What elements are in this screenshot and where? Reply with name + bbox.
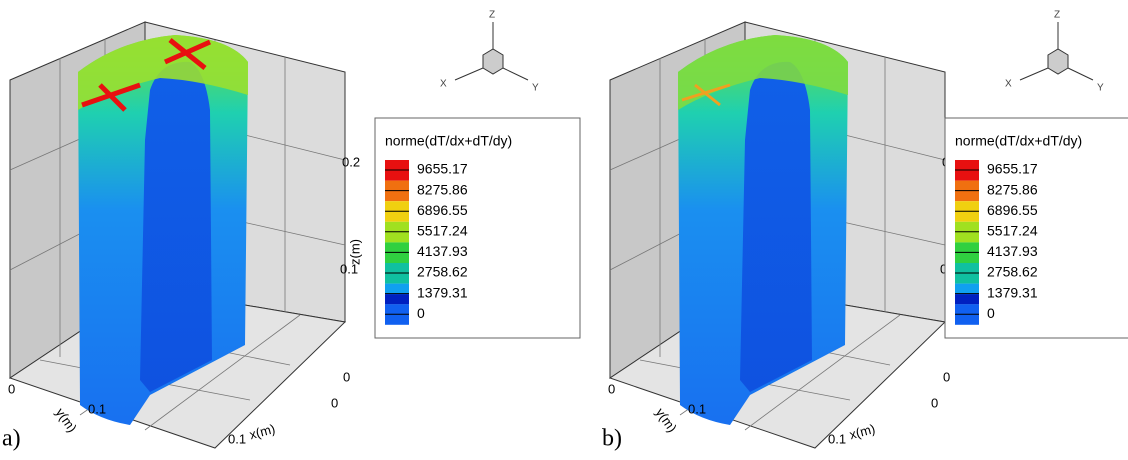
legend-label: 9655.17 <box>987 161 1038 177</box>
legend-label: 1379.31 <box>417 284 468 300</box>
legend-label: 8275.86 <box>417 181 468 197</box>
panel-label: a) <box>2 426 21 452</box>
legend-label: 5517.24 <box>417 223 468 239</box>
legend-title: norme(dT/dx+dT/dy) <box>955 133 1082 149</box>
orientation-triad: Z X Y <box>1005 10 1104 94</box>
y-tick-label: 0.1 <box>88 401 106 416</box>
y-axis-label: y(m) <box>653 405 680 435</box>
z-tick-label: 0 <box>343 369 350 384</box>
legend-label: 0 <box>987 305 995 321</box>
legend-label: 9655.17 <box>417 161 468 177</box>
contour-core <box>740 61 812 392</box>
triad-label: Y <box>532 83 539 94</box>
grid-line <box>744 314 901 431</box>
panel: 0.20.10z(m)0.1 x(m)0y(m) 0.10a) <box>2 21 362 452</box>
panel-label: b) <box>602 426 622 452</box>
legend-label: 4137.93 <box>987 243 1038 259</box>
triad-cube <box>1047 48 1069 75</box>
legend-box <box>374 117 581 339</box>
x-tick-label: 0.1 <box>828 431 846 446</box>
triad-axes <box>454 22 529 81</box>
contour-top <box>78 35 248 110</box>
hot-spot <box>81 38 212 112</box>
y-tick-label: 0.1 <box>688 401 706 416</box>
triad-cube <box>482 48 504 75</box>
z-tick-label: 0.1 <box>340 261 358 276</box>
z-tick-label: 0 <box>943 369 950 384</box>
x-axis-label: x(m) <box>848 421 877 442</box>
triad-axes <box>1019 22 1094 81</box>
y-tick-label: 0 <box>8 381 15 396</box>
legend: norme(dT/dx+dT/dy) 9655.17 8275.86 6896.55 5… <box>374 117 581 339</box>
z-tick-label: 0.2 <box>342 154 360 169</box>
legend-label: 8275.86 <box>987 181 1038 197</box>
legend-label: 1379.31 <box>987 284 1038 300</box>
legend-swatch <box>955 294 979 305</box>
x-tick-label: 0.1 <box>228 431 246 446</box>
orientation-triad: Z X Y <box>440 10 539 94</box>
x-axis-label: x(m) <box>248 421 277 442</box>
legend-title: norme(dT/dx+dT/dy) <box>385 133 512 149</box>
contour-core <box>140 61 212 392</box>
x-tick-label: 0 <box>931 395 938 410</box>
x-tick-label: 0 <box>331 395 338 410</box>
triad-label: Y <box>1097 83 1104 94</box>
triad-label: X <box>1005 79 1012 90</box>
legend-label: 5517.24 <box>987 223 1038 239</box>
triad-label: Z <box>1054 10 1060 21</box>
legend-label: 0 <box>417 305 425 321</box>
grid-line <box>144 314 301 431</box>
legend-label: 2758.62 <box>987 264 1038 280</box>
legend-label: 4137.93 <box>417 243 468 259</box>
legend-label: 6896.55 <box>417 202 468 218</box>
y-axis-label: y(m) <box>53 405 80 435</box>
z-axis-label: z(m) <box>347 239 362 265</box>
y-tick-label: 0 <box>608 381 615 396</box>
legend-label: 2758.62 <box>417 264 468 280</box>
triad-label: X <box>440 79 447 90</box>
contour-top <box>678 35 848 110</box>
legend: norme(dT/dx+dT/dy) 9655.17 8275.86 6896.55 5… <box>944 117 1128 339</box>
legend-label: 6896.55 <box>987 202 1038 218</box>
panel: 0.20.10z(m)0.1x(m)0y(m)0.10b) <box>602 21 962 452</box>
legend-swatch <box>385 294 409 305</box>
hot-spot <box>681 83 731 107</box>
triad-label: Z <box>489 10 495 21</box>
